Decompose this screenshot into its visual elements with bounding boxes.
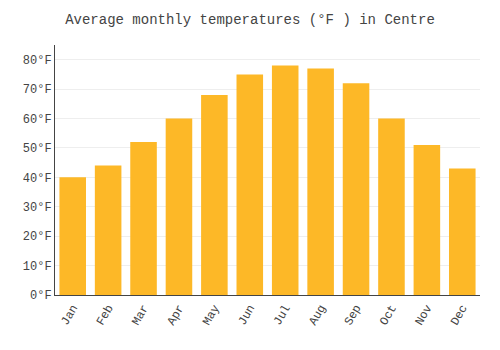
svg-text:Apr: Apr [165,302,188,328]
svg-text:May: May [200,302,223,328]
svg-text:80°F: 80°F [23,54,52,68]
svg-text:20°F: 20°F [23,230,52,244]
svg-text:30°F: 30°F [23,201,52,215]
svg-text:60°F: 60°F [23,113,52,127]
svg-text:70°F: 70°F [23,83,52,97]
svg-text:Jan: Jan [58,302,81,328]
svg-text:Feb: Feb [94,302,117,328]
svg-text:Oct: Oct [377,302,400,328]
svg-text:Jun: Jun [236,302,259,328]
svg-text:Nov: Nov [413,302,436,328]
svg-text:50°F: 50°F [23,142,52,156]
svg-text:0°F: 0°F [30,289,52,303]
svg-text:40°F: 40°F [23,172,52,186]
svg-text:Aug: Aug [306,302,329,328]
svg-text:Jul: Jul [271,302,294,328]
svg-text:Sep: Sep [342,302,365,328]
svg-text:10°F: 10°F [23,260,52,274]
svg-text:Average monthly temperatures (: Average monthly temperatures (°F ) in Ce… [65,12,435,28]
svg-text:Mar: Mar [129,302,152,328]
svg-text:Dec: Dec [448,302,471,328]
